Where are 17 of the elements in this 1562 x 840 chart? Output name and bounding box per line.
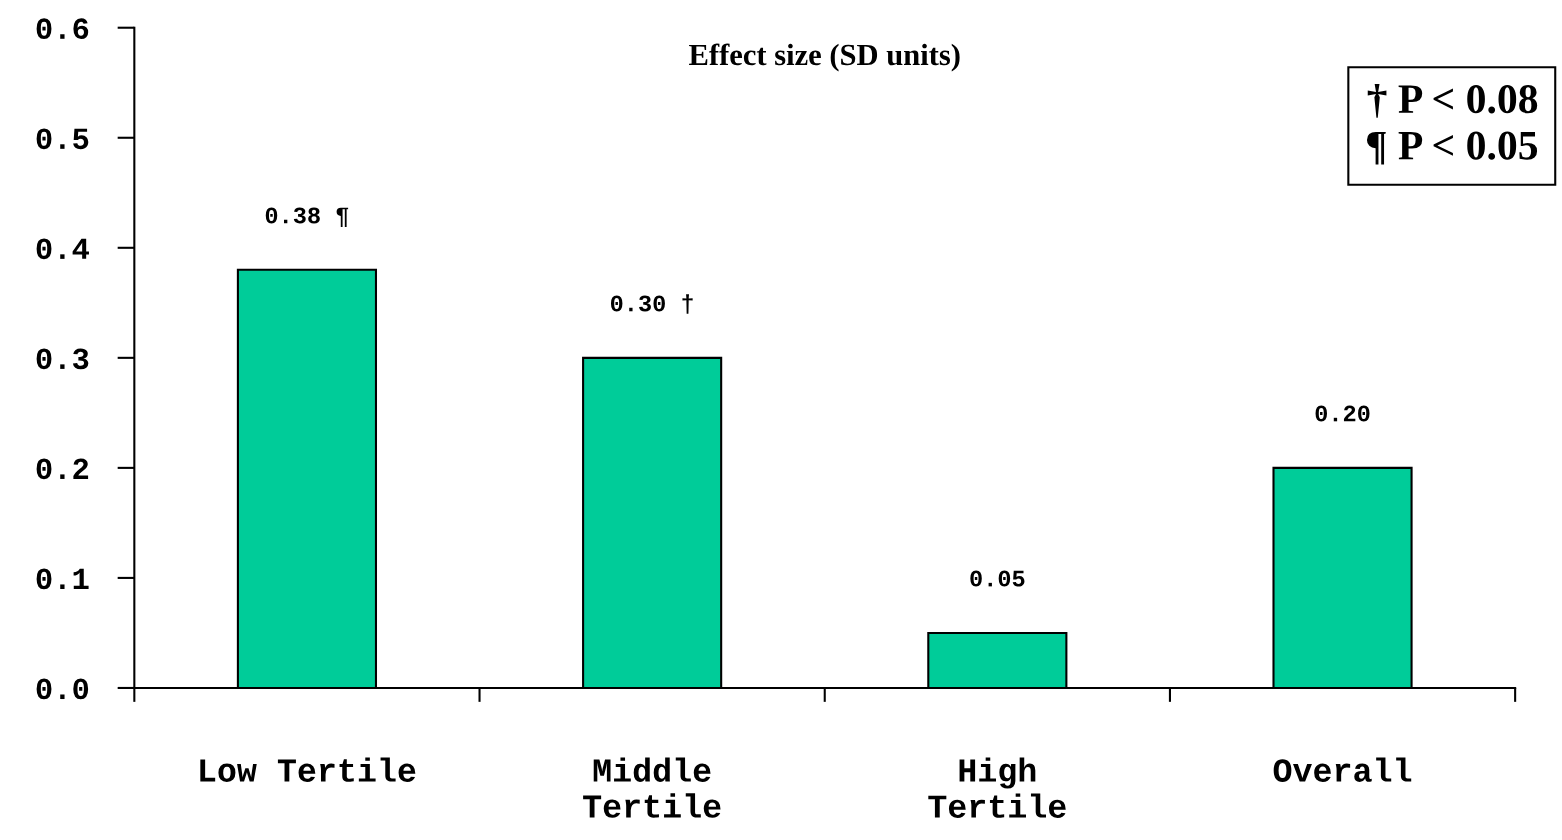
chart-title: Effect size (SD units): [689, 43, 960, 72]
data-label: 0.20: [1315, 405, 1370, 422]
x-tick-label: High Tertile: [928, 757, 1066, 818]
data-label: 0.05: [970, 570, 1025, 587]
x-tick-label: Middle Tertile: [583, 757, 721, 818]
y-tick-label: 0.4: [36, 238, 89, 260]
data-label: 0.30 †: [610, 294, 693, 314]
annotation: † P < 0.08 ¶ P < 0.05: [1366, 83, 1538, 165]
data-label: 0.38 ¶: [265, 207, 349, 227]
x-tick-label: Low Tertile: [200, 757, 416, 782]
y-tick-label: 0.3: [36, 348, 89, 370]
y-tick-label: 0.2: [36, 458, 89, 480]
x-tick-label: Overall: [1273, 757, 1412, 782]
y-tick-label: 0.1: [36, 568, 89, 590]
y-tick-label: 0.6: [36, 18, 89, 40]
y-tick-label: 0.0: [36, 678, 89, 700]
y-tick-label: 0.5: [36, 128, 89, 150]
